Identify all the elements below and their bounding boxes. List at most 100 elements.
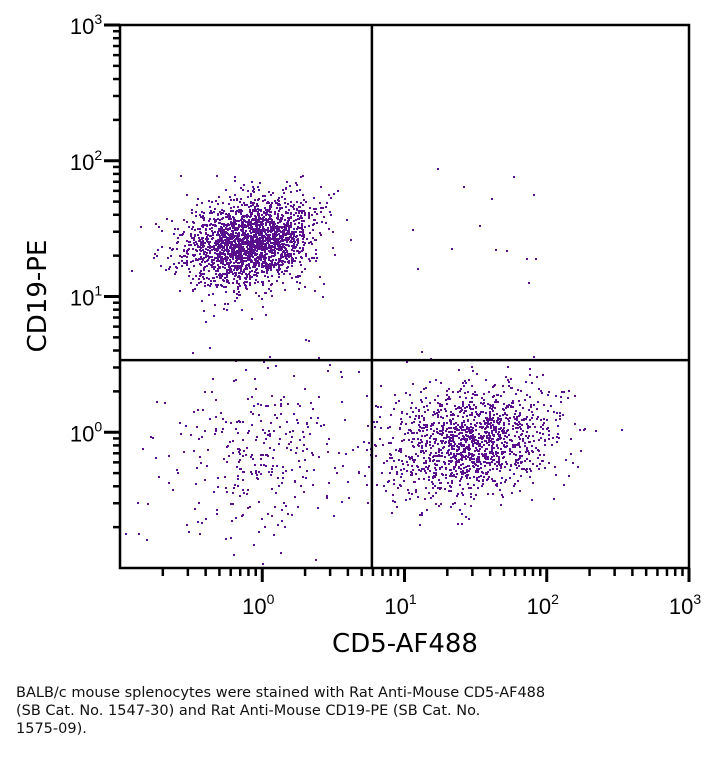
data-point — [408, 429, 410, 431]
data-point — [391, 468, 393, 470]
data-point — [437, 487, 439, 489]
data-point — [376, 484, 378, 486]
data-point — [237, 448, 239, 450]
data-point — [260, 230, 262, 232]
data-point — [233, 236, 235, 238]
data-point — [216, 260, 218, 262]
data-point — [479, 225, 481, 227]
data-point — [466, 471, 468, 473]
data-point — [405, 423, 407, 425]
data-point — [480, 463, 482, 465]
data-point — [474, 436, 476, 438]
data-point — [479, 448, 481, 450]
data-point — [257, 256, 259, 258]
data-point — [426, 429, 428, 431]
data-point — [287, 223, 289, 225]
data-point — [498, 423, 500, 425]
data-point — [306, 448, 308, 450]
data-point — [308, 214, 310, 216]
data-point — [229, 247, 231, 249]
data-point — [430, 425, 432, 427]
data-point — [271, 255, 273, 257]
data-point — [230, 207, 232, 209]
data-point — [465, 410, 467, 412]
data-point — [234, 239, 236, 241]
data-point — [245, 268, 247, 270]
data-point — [193, 239, 195, 241]
data-point — [230, 261, 232, 263]
data-point — [217, 203, 219, 205]
data-point — [419, 514, 421, 516]
data-point — [274, 223, 276, 225]
data-point — [287, 203, 289, 205]
data-point — [482, 483, 484, 485]
data-point — [517, 462, 519, 464]
data-point — [293, 235, 295, 237]
data-point — [304, 286, 306, 288]
data-point — [470, 493, 472, 495]
data-point — [437, 432, 439, 434]
data-point — [284, 198, 286, 200]
data-point — [256, 436, 258, 438]
data-point — [274, 254, 276, 256]
data-point — [504, 412, 506, 414]
data-point — [462, 401, 464, 403]
data-point — [256, 474, 258, 476]
data-point — [204, 224, 206, 226]
data-point — [258, 189, 260, 191]
data-point — [245, 254, 247, 256]
data-point — [426, 434, 428, 436]
data-point — [333, 515, 335, 517]
data-point — [468, 487, 470, 489]
data-point — [316, 257, 318, 259]
data-point — [313, 223, 315, 225]
data-point — [484, 450, 486, 452]
data-point — [226, 461, 228, 463]
data-point — [473, 454, 475, 456]
data-point — [269, 208, 271, 210]
data-point — [315, 208, 317, 210]
data-point — [486, 426, 488, 428]
data-point — [217, 256, 219, 258]
data-point — [214, 225, 216, 227]
data-point — [224, 234, 226, 236]
data-point — [478, 480, 480, 482]
y-tick-exponent: 1 — [94, 283, 102, 299]
data-point — [191, 212, 193, 214]
data-point — [520, 390, 522, 392]
data-point — [251, 244, 253, 246]
data-point — [208, 278, 210, 280]
data-point — [202, 276, 204, 278]
data-point — [562, 414, 564, 416]
data-point — [430, 428, 432, 430]
data-point — [212, 237, 214, 239]
data-point — [286, 251, 288, 253]
data-point — [142, 448, 144, 450]
data-point — [220, 232, 222, 234]
data-point — [206, 236, 208, 238]
data-point — [245, 243, 247, 245]
data-point — [447, 452, 449, 454]
data-point — [240, 187, 242, 189]
data-point — [494, 407, 496, 409]
data-point — [476, 477, 478, 479]
data-point — [451, 414, 453, 416]
data-point — [169, 247, 171, 249]
data-point — [526, 423, 528, 425]
data-point — [320, 207, 322, 209]
data-point — [445, 477, 447, 479]
data-point — [211, 265, 213, 267]
data-point — [240, 468, 242, 470]
data-point — [261, 271, 263, 273]
data-point — [563, 484, 565, 486]
data-point — [226, 491, 228, 493]
data-point — [281, 509, 283, 511]
data-point — [366, 484, 368, 486]
data-point — [461, 476, 463, 478]
data-point — [460, 452, 462, 454]
data-point — [244, 204, 246, 206]
data-point — [459, 480, 461, 482]
data-point — [246, 257, 248, 259]
data-point — [462, 403, 464, 405]
data-point — [262, 429, 264, 431]
